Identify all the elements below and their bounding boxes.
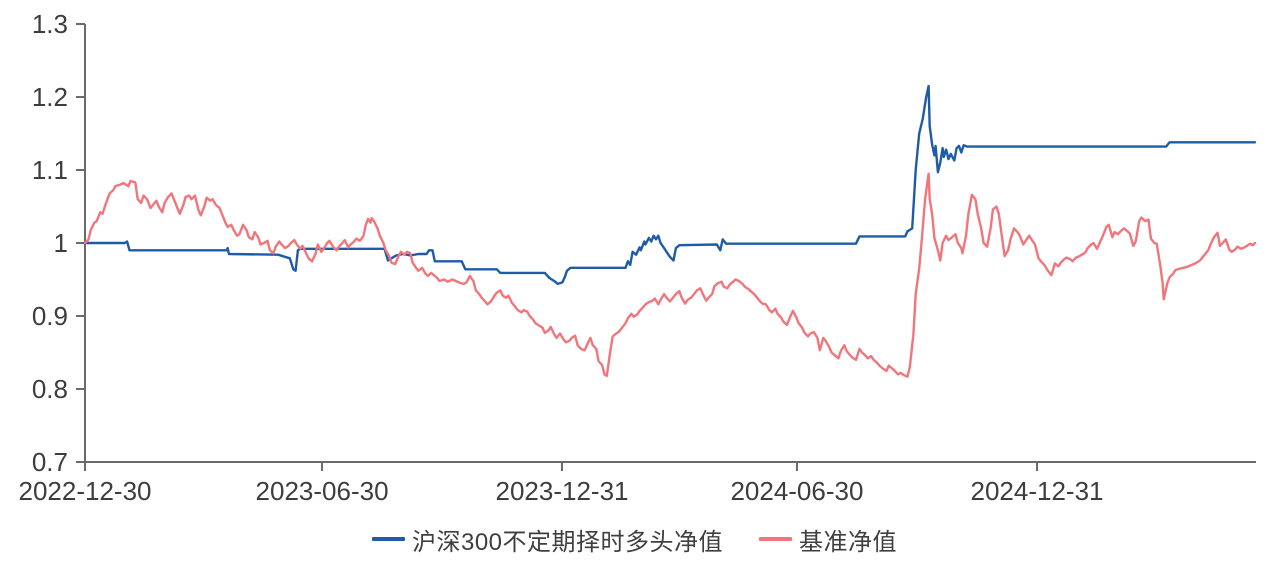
chart-svg: 0.7 0.8 0.9 1 1.1 1.2 1.3 2022-12-30 2023-06-30 2…: [19, 9, 1257, 506]
chart-legend: 沪深300不定期择时多头净值 基准净值: [0, 516, 1269, 562]
x-tick-label: 2024-06-30: [730, 476, 863, 506]
y-tick-label: 1: [54, 228, 68, 258]
y-tick-label: 1.3: [32, 9, 68, 39]
series-line-benchmark: [83, 172, 1257, 378]
legend-swatch-strategy-line: [371, 537, 405, 541]
legend-swatch-benchmark-line: [759, 537, 793, 541]
x-tick-label: 2022-12-30: [19, 476, 152, 506]
x-tick-label: 2023-06-30: [256, 476, 389, 506]
legend-label-strategy: 沪深300不定期择时多头净值: [411, 528, 724, 556]
y-tick-label: 0.7: [32, 447, 68, 477]
y-tick-label: 1.2: [32, 82, 68, 112]
legend-label-benchmark: 基准净值: [799, 528, 898, 556]
legend-item-benchmark: 基准净值: [759, 522, 897, 557]
series-line-strategy: [83, 84, 1257, 286]
x-tick-label: 2023-12-31: [496, 476, 629, 506]
legend-item-strategy: 沪深300不定期择时多头净值: [371, 522, 724, 557]
x-tick-label: 2024-12-31: [971, 476, 1104, 506]
y-tick-label: 1.1: [32, 155, 68, 185]
y-tick-label: 0.8: [32, 374, 68, 404]
y-tick-label: 0.9: [32, 301, 68, 331]
